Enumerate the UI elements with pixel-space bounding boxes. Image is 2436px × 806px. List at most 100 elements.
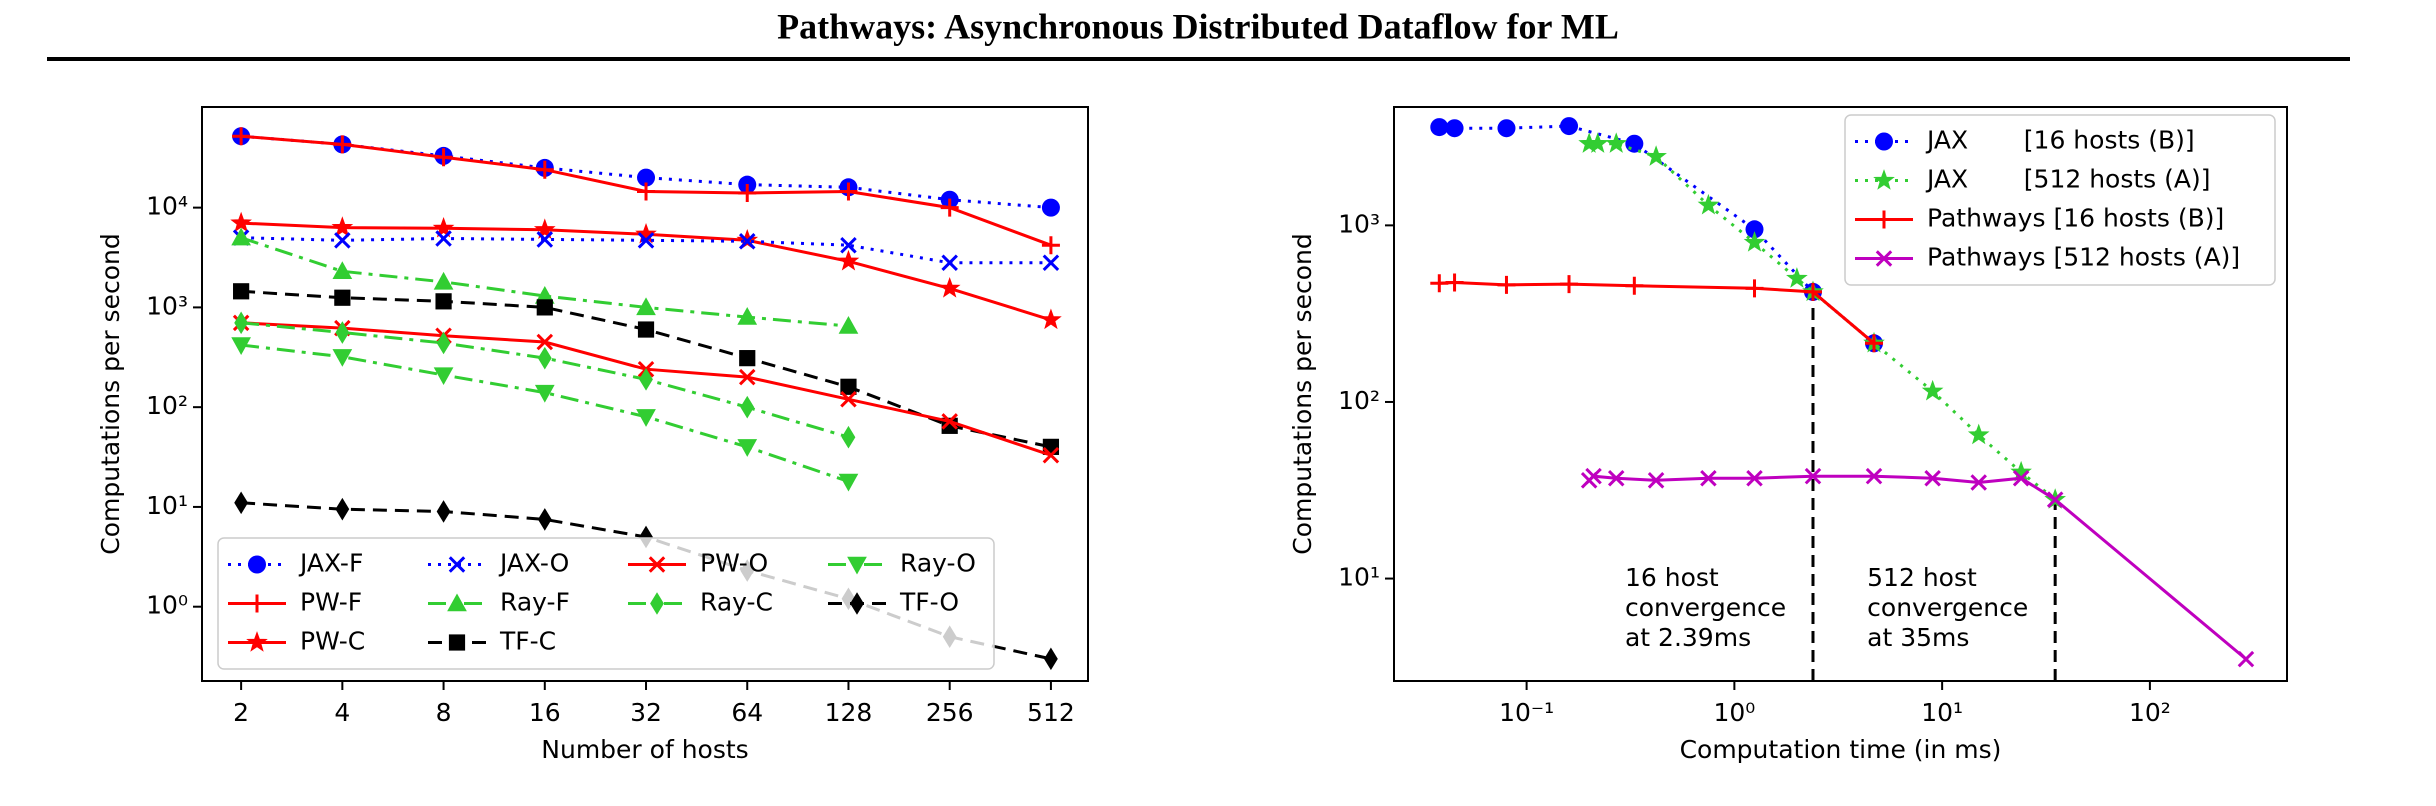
y-tick-label: 10³ bbox=[1338, 209, 1380, 238]
marker bbox=[1430, 274, 1449, 293]
marker bbox=[1743, 231, 1766, 252]
marker bbox=[839, 182, 858, 201]
marker bbox=[536, 231, 554, 248]
marker bbox=[1586, 132, 1609, 153]
marker bbox=[246, 631, 268, 652]
marker bbox=[1625, 276, 1644, 295]
marker bbox=[1700, 469, 1717, 487]
marker bbox=[333, 135, 352, 154]
marker bbox=[231, 337, 251, 356]
marker bbox=[1970, 474, 1987, 491]
marker bbox=[637, 168, 656, 187]
marker bbox=[448, 556, 466, 573]
marker bbox=[2046, 491, 2064, 508]
marker bbox=[1921, 379, 1944, 401]
annotation: convergence bbox=[1867, 593, 2028, 622]
y-tick-label: 10¹ bbox=[1338, 563, 1380, 592]
x-tick-label: 512 bbox=[1027, 698, 1075, 727]
marker bbox=[838, 316, 859, 334]
legend-label: PW-C bbox=[300, 627, 365, 656]
marker bbox=[637, 321, 655, 338]
marker bbox=[432, 216, 455, 238]
marker bbox=[1865, 467, 1883, 485]
y-tick-label: 10² bbox=[1338, 386, 1380, 415]
marker bbox=[534, 384, 555, 403]
marker bbox=[637, 232, 655, 249]
marker bbox=[1605, 132, 1628, 153]
marker bbox=[433, 271, 454, 290]
legend-label: Pathways [16 hosts (B)] bbox=[1927, 204, 2224, 233]
marker bbox=[234, 311, 249, 335]
x-tick-label: 4 bbox=[334, 698, 350, 727]
marker bbox=[1042, 254, 1060, 272]
legend-label: Pathways [512 hosts (A)] bbox=[1927, 243, 2240, 272]
marker bbox=[232, 127, 251, 146]
marker bbox=[940, 198, 959, 217]
marker bbox=[1803, 282, 1822, 301]
legend-box bbox=[1844, 114, 2276, 286]
marker bbox=[1040, 308, 1062, 330]
x-tick-label: 32 bbox=[630, 698, 662, 727]
marker bbox=[941, 254, 958, 272]
marker bbox=[1430, 118, 1449, 137]
marker bbox=[334, 289, 351, 306]
annotation: 512 host bbox=[1867, 563, 1977, 592]
x-tick-label: 10² bbox=[2129, 698, 2171, 727]
axes-frame bbox=[1393, 106, 2288, 682]
marker bbox=[1647, 472, 1665, 489]
marker bbox=[739, 350, 756, 367]
legend-label: Ray-C bbox=[700, 588, 773, 617]
marker bbox=[737, 307, 758, 325]
marker bbox=[2237, 650, 2255, 668]
y-axis-label: Computations per second bbox=[1288, 233, 1317, 554]
marker bbox=[1445, 119, 1464, 138]
x-tick-label: 10⁻¹ bbox=[1499, 698, 1554, 727]
legend-label: JAX [512 hosts (A)] bbox=[1925, 165, 2211, 194]
x-tick-label: 16 bbox=[529, 698, 561, 727]
marker bbox=[435, 230, 452, 247]
marker bbox=[1697, 193, 1720, 215]
marker bbox=[1625, 134, 1644, 153]
chart: 10⁻¹ 10⁰ 10¹ 10² 10¹ 10² 10³ Computation time (… bbox=[1288, 106, 2288, 764]
marker bbox=[1497, 119, 1516, 138]
marker bbox=[840, 391, 857, 408]
marker bbox=[331, 216, 354, 237]
annotation: convergence bbox=[1625, 593, 1786, 622]
marker bbox=[1585, 467, 1602, 485]
marker bbox=[1865, 334, 1884, 353]
y-tick-label: 10² bbox=[146, 391, 188, 420]
marker bbox=[535, 160, 554, 179]
marker bbox=[434, 148, 453, 167]
marker bbox=[841, 425, 856, 449]
marker bbox=[1041, 236, 1060, 255]
marker bbox=[332, 261, 353, 280]
marker bbox=[533, 218, 556, 239]
marker bbox=[837, 249, 860, 271]
marker bbox=[1745, 279, 1764, 298]
x-tick-label: 64 bbox=[731, 698, 763, 727]
chart: 2 4 8 16 32 64 128 256 512 10⁰ 10¹ 10² 10³ 10⁴ Number … bbox=[96, 106, 1089, 764]
marker bbox=[447, 593, 467, 612]
marker bbox=[740, 395, 755, 419]
marker bbox=[850, 592, 864, 615]
legend-label: PW-O bbox=[700, 549, 768, 578]
marker bbox=[840, 378, 857, 395]
marker bbox=[1786, 267, 1808, 288]
marker bbox=[537, 508, 552, 531]
y-tick-label: 10⁰ bbox=[146, 591, 188, 620]
x-tick-label: 2 bbox=[233, 698, 249, 727]
legend-label: TF-O bbox=[899, 588, 959, 617]
marker bbox=[838, 473, 859, 492]
marker bbox=[738, 184, 757, 203]
marker bbox=[335, 321, 350, 344]
marker bbox=[1042, 446, 1060, 464]
marker bbox=[738, 233, 756, 250]
marker bbox=[1924, 469, 1941, 487]
legend-label: TF-C bbox=[499, 627, 556, 656]
x-axis-label: Computation time (in ms) bbox=[1680, 735, 2002, 764]
marker bbox=[436, 331, 451, 355]
marker bbox=[737, 439, 758, 457]
marker bbox=[1607, 469, 1625, 487]
legend-label: JAX-O bbox=[498, 549, 569, 578]
marker bbox=[536, 299, 553, 316]
